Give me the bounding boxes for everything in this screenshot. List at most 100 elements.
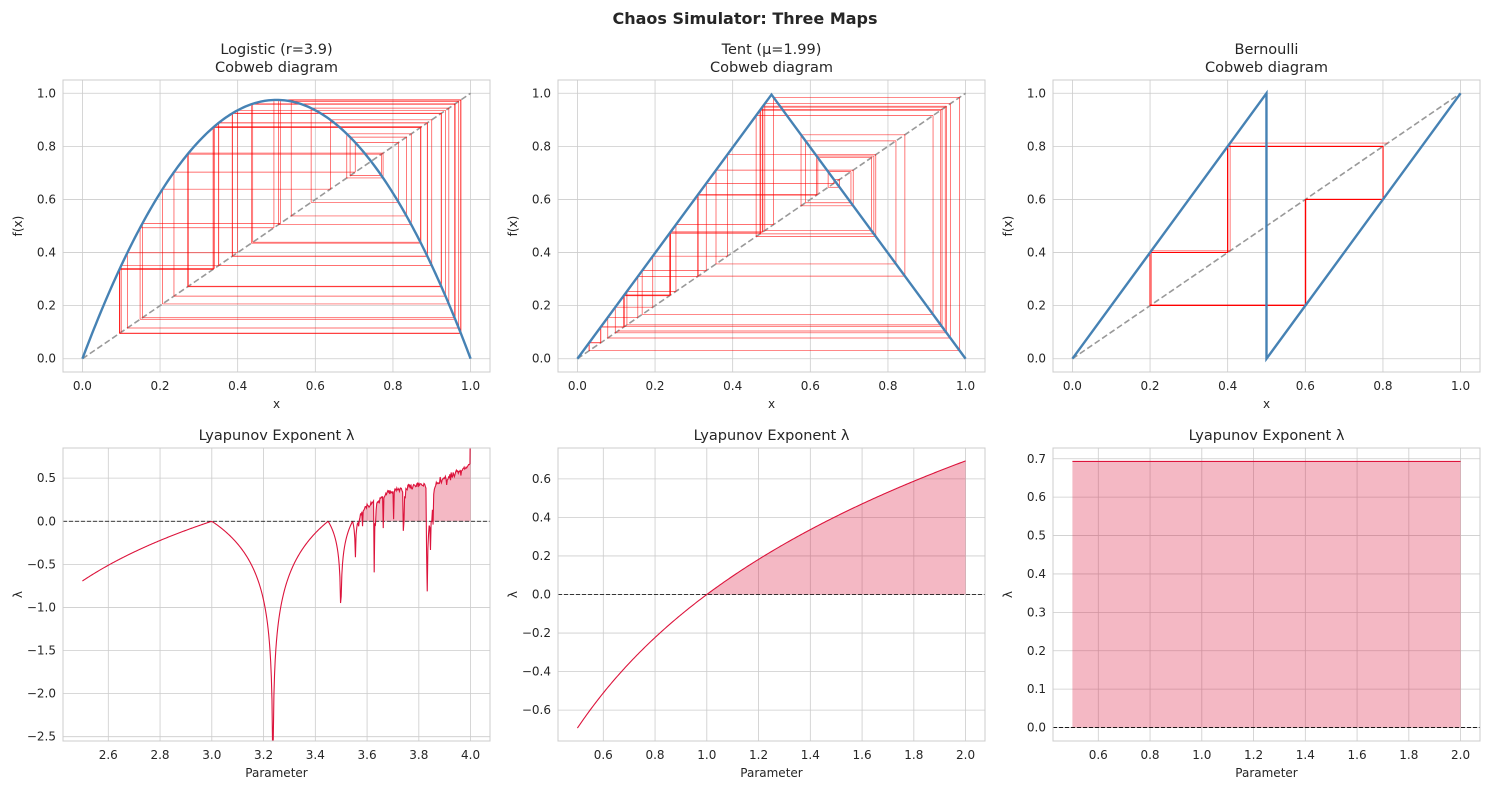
y-tick-label: 0.8	[1027, 139, 1046, 153]
x-tick-label: 0.2	[645, 379, 664, 393]
lyapunov-positive-fill	[1072, 461, 1461, 728]
data-layer	[63, 448, 490, 741]
lyapunov-curve	[82, 448, 471, 741]
y-tick-label: 0.0	[37, 352, 56, 366]
x-axis-label: Parameter	[1235, 766, 1297, 780]
y-tick-label: 0.4	[37, 246, 56, 260]
x-tick-label: 4.0	[461, 748, 480, 762]
x-axis-label: Parameter	[245, 766, 307, 780]
y-tick-label: −0.4	[522, 665, 551, 679]
plot-frame	[62, 447, 491, 742]
y-tick-label: 0.0	[532, 588, 551, 602]
y-tick-label: −0.6	[522, 703, 551, 717]
y-tick-label: 0.0	[1027, 721, 1046, 735]
plot-frame	[557, 447, 986, 742]
cobweb-path-group	[1149, 142, 1388, 306]
data-layer	[1071, 89, 1462, 363]
y-tick-label: 0.5	[1027, 529, 1046, 543]
y-tick-label: 0.6	[1027, 192, 1046, 206]
y-tick-label: 0.2	[37, 299, 56, 313]
panel-title-line: Cobweb diagram	[710, 60, 833, 76]
x-axis-label: x	[1263, 397, 1270, 411]
x-tick-label: 0.6	[801, 379, 820, 393]
x-tick-label: 0.8	[383, 379, 402, 393]
y-tick-label: 0.8	[37, 139, 56, 153]
plot-frame	[557, 79, 986, 373]
x-tick-label: 1.0	[1451, 379, 1470, 393]
x-tick-label: 3.0	[202, 748, 221, 762]
y-tick-label: 0.6	[1027, 490, 1046, 504]
y-tick-label: 0.2	[1027, 299, 1046, 313]
x-tick-label: 0.8	[1373, 379, 1392, 393]
x-axis-label: x	[768, 397, 775, 411]
chart-panel-tent-cobweb: 0.0 0.2 0.4 0.6 0.8 1.0 0.0 0.2 0.4 0.6 0.8 1.0 x f(x…	[506, 42, 986, 411]
y-tick-label: −0.2	[522, 626, 551, 640]
cobweb-path-group	[588, 96, 961, 352]
x-tick-label: 2.8	[150, 748, 169, 762]
data-layer	[1053, 460, 1480, 728]
panel-title-line: Lyapunov Exponent λ	[694, 428, 850, 444]
map-curve	[81, 98, 472, 360]
panel-title-line: Bernoulli	[1235, 42, 1299, 58]
x-tick-label: 0.4	[1218, 379, 1237, 393]
y-tick-label: −2.0	[27, 687, 56, 701]
x-tick-label: 0.8	[645, 748, 664, 762]
y-tick-label: 0.4	[1027, 567, 1046, 581]
plot-frame	[62, 79, 491, 373]
x-tick-label: 3.6	[358, 748, 377, 762]
chart-panel-bernoulli-lyapunov: 0.6 0.8 1.0 1.2 1.4 1.6 1.8 2.0 0.0 0.1 0.2 0.3 0.4 0…	[1001, 428, 1481, 780]
chart-panels: 0.0 0.2 0.4 0.6 0.8 1.0 0.0 0.2 0.4 0.6 0.8 1.0 x f(x…	[11, 42, 1481, 780]
cobweb-path-group	[119, 99, 462, 334]
x-tick-label: 0.8	[878, 379, 897, 393]
x-tick-label: 1.8	[1399, 748, 1418, 762]
y-tick-label: 0.2	[532, 549, 551, 563]
y-tick-label: 0.2	[1027, 644, 1046, 658]
x-tick-label: 1.8	[904, 748, 923, 762]
identity-diagonal	[576, 92, 967, 360]
y-tick-label: 0.6	[37, 192, 56, 206]
y-tick-label: −0.5	[27, 557, 56, 571]
x-tick-label: 1.0	[1192, 748, 1211, 762]
panel-title-line: Lyapunov Exponent λ	[199, 428, 355, 444]
y-tick-label: 0.1	[1027, 682, 1046, 696]
y-axis-label: f(x)	[506, 216, 520, 237]
x-tick-label: 0.6	[1296, 379, 1315, 393]
panel-title-line: Tent (μ=1.99)	[721, 42, 822, 58]
y-tick-label: 0.6	[532, 472, 551, 486]
y-tick-label: 0.7	[1027, 452, 1046, 466]
x-tick-label: 0.2	[150, 379, 169, 393]
x-tick-label: 0.0	[568, 379, 587, 393]
lyapunov-curve	[576, 460, 966, 729]
y-tick-label: 0.0	[1027, 352, 1046, 366]
x-axis-label: x	[273, 397, 280, 411]
y-tick-label: 0.4	[532, 246, 551, 260]
data-layer	[81, 92, 472, 360]
panel-title-line: Cobweb diagram	[215, 60, 338, 76]
x-tick-label: 1.0	[697, 748, 716, 762]
y-tick-label: 0.0	[532, 352, 551, 366]
y-axis-label: f(x)	[11, 216, 25, 237]
y-tick-label: 0.0	[37, 514, 56, 528]
x-tick-label: 2.0	[1451, 748, 1470, 762]
x-tick-label: 3.4	[306, 748, 325, 762]
y-tick-label: 0.4	[1027, 246, 1046, 260]
y-tick-label: 0.8	[532, 139, 551, 153]
chart-panel-logistic-lyapunov: 2.6 2.8 3.0 3.2 3.4 3.6 3.8 4.0 −2.5 −2.0 −1.5 −1.0…	[11, 428, 491, 780]
x-tick-label: 1.0	[956, 379, 975, 393]
map-curve	[576, 92, 967, 360]
x-tick-label: 0.6	[594, 748, 613, 762]
x-tick-label: 1.4	[801, 748, 820, 762]
y-tick-label: 0.2	[532, 299, 551, 313]
y-tick-label: 0.5	[37, 471, 56, 485]
x-tick-label: 3.8	[409, 748, 428, 762]
y-tick-label: 0.6	[532, 192, 551, 206]
y-tick-label: 1.0	[532, 86, 551, 100]
y-tick-label: 1.0	[1027, 86, 1046, 100]
panel-title-line: Logistic (r=3.9)	[220, 42, 332, 58]
x-axis-label: Parameter	[740, 766, 802, 780]
chart-panel-tent-lyapunov: 0.6 0.8 1.0 1.2 1.4 1.6 1.8 2.0 −0.6 −0.4 −0.2 0.0 0…	[506, 428, 986, 780]
lyapunov-positive-fill	[577, 460, 966, 595]
x-tick-label: 0.6	[306, 379, 325, 393]
plot-frame	[1052, 447, 1481, 742]
